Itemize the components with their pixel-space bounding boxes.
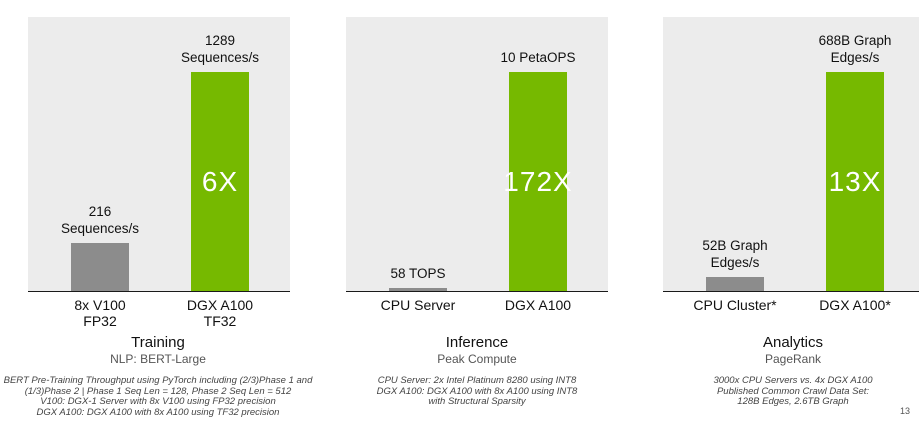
chart-title: Analytics — [762, 334, 824, 351]
chart-subtitle: NLP: BERT-Large — [110, 352, 206, 366]
bar-dgx-a100-inference: 172X — [503, 72, 573, 292]
data-label: 58 TOPS — [390, 266, 446, 281]
x-axis-line — [346, 291, 608, 292]
bar-cpu-cluster — [706, 277, 764, 292]
data-label: 688B Graph Edges/s — [818, 33, 892, 65]
bar-dgx-a100-analytics: 13X — [826, 72, 884, 292]
chart-subtitle: Peak Compute — [437, 352, 517, 366]
speedup-label: 6X — [201, 166, 239, 197]
chart-panel-analytics: 13X 52B Graph Edges/s 688B Graph Edges/s — [663, 17, 919, 292]
chart-panel-inference: 172X 58 TOPS 10 PetaOPS — [346, 17, 608, 292]
data-label: 1289 Sequences/s — [180, 33, 260, 65]
speedup-label: 172X — [503, 166, 573, 197]
category-label: CPU Server — [380, 297, 456, 313]
footnote: BERT Pre-Training Throughput using PyTor… — [3, 375, 313, 418]
bar-8x-v100 — [71, 243, 129, 292]
footnote: CPU Server: 2x Intel Platinum 8280 using… — [376, 375, 578, 407]
speedup-label: 13X — [828, 166, 882, 197]
category-label: DGX A100 — [504, 297, 572, 313]
data-label: 10 PetaOPS — [500, 50, 576, 65]
data-label: 52B Graph Edges/s — [702, 238, 768, 271]
x-axis-line — [28, 291, 290, 292]
category-label: CPU Cluster* — [693, 297, 777, 313]
x-axis-line — [663, 291, 919, 292]
bar-cpu-server — [389, 288, 447, 292]
chart-subtitle: PageRank — [764, 352, 822, 366]
page-number: 13 — [899, 406, 910, 416]
chart-panel-training: 6X 216 Sequences/s 1289 Sequences/s — [28, 17, 290, 292]
category-label: DGX A100* — [819, 297, 891, 313]
bar-dgx-a100-training: 6X — [191, 72, 249, 292]
category-label: 8x V100 FP32 — [74, 297, 126, 329]
chart-title: Training — [131, 334, 185, 351]
footnote: 3000x CPU Servers vs. 4x DGX A100 Publish… — [713, 375, 873, 407]
category-label: DGX A100 TF32 — [186, 297, 254, 329]
chart-title: Inference — [445, 334, 509, 351]
data-label: 216 Sequences/s — [60, 204, 140, 237]
